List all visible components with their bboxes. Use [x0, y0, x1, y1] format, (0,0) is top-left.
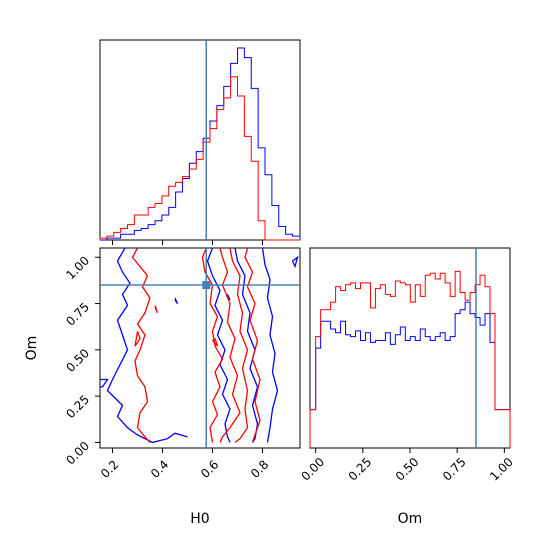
- contour-lines: [100, 248, 299, 444]
- x-axis-label-h0: H0: [190, 511, 209, 527]
- om-hist-series-blue: [309, 301, 511, 448]
- contour-line-red: [244, 248, 261, 443]
- contour-y-ticks: 0.00 0.25 0.50 0.75 1.00: [63, 253, 100, 467]
- h0-histogram-panel: [99, 39, 301, 245]
- contour-line-red: [134, 331, 141, 347]
- contour-line-red: [219, 248, 241, 443]
- om-histogram-panel: 0.00 0.25 0.50 0.75 1.00 Om: [298, 247, 516, 527]
- truth-point: [202, 281, 211, 290]
- h0-hist-series-red: [99, 76, 300, 241]
- x-tick-label: 0.4: [148, 457, 171, 480]
- y-tick-label: 1.00: [63, 253, 92, 282]
- truth-marker: [100, 248, 300, 448]
- y-tick-label: 0.50: [63, 346, 92, 375]
- om-x-tick-label: 0.00: [298, 455, 327, 484]
- contour-line-red: [154, 305, 159, 314]
- om-x-tick-label: 1.00: [487, 455, 516, 484]
- om-x-tick-label: 0.25: [346, 455, 375, 484]
- h0-om-contour-panel: 0.2 0.4 0.6 0.8 0.00 0.25 0.50 0.75 1.00 H0 Om: [24, 247, 301, 527]
- contour-line-blue: [261, 248, 279, 443]
- contour-line-blue: [100, 378, 109, 388]
- om-hist-x-ticks: 0.00 0.25 0.50 0.75 1.00: [298, 448, 516, 484]
- om-x-tick-label: 0.50: [393, 455, 422, 484]
- h0-hist-ticks: [112, 240, 263, 245]
- contour-line-blue: [206, 248, 231, 443]
- contour-line-blue: [226, 294, 231, 301]
- om-x-tick-label: 0.75: [440, 455, 469, 484]
- contour-line-red: [131, 248, 151, 443]
- h0-hist-series-blue: [100, 47, 301, 241]
- contour-line-blue: [174, 297, 179, 304]
- contour-line-red: [229, 248, 249, 443]
- x-tick-label: 0.8: [248, 457, 271, 480]
- h0-hist-steps: [99, 47, 301, 241]
- y-tick-label: 0.75: [63, 300, 92, 329]
- y-axis-label-om: Om: [24, 336, 40, 361]
- contour-line-red: [201, 248, 224, 443]
- contour-x-ticks: 0.2 0.4 0.6 0.8: [98, 448, 271, 481]
- om-hist-series-red: [309, 270, 511, 448]
- x-tick-label: 0.6: [198, 457, 221, 480]
- om-hist-steps: [309, 270, 511, 448]
- y-tick-label: 0.00: [63, 439, 92, 468]
- x-tick-label: 0.2: [98, 457, 121, 480]
- contour-line-red: [212, 337, 219, 347]
- contour-frame: [99, 247, 301, 449]
- y-tick-label: 0.25: [63, 392, 92, 421]
- h0-hist-frame: [99, 39, 301, 241]
- contour-line-blue: [291, 255, 299, 269]
- x-axis-label-om: Om: [398, 511, 423, 527]
